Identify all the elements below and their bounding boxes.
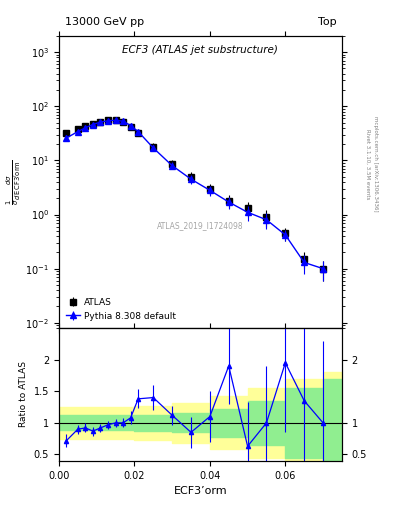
Text: ECF3 (ATLAS jet substructure): ECF3 (ATLAS jet substructure)	[123, 45, 278, 55]
Text: mcplots.cern.ch [arXiv:1306.3436]: mcplots.cern.ch [arXiv:1306.3436]	[373, 116, 378, 211]
Legend: ATLAS, Pythia 8.308 default: ATLAS, Pythia 8.308 default	[63, 295, 179, 324]
Text: Top: Top	[318, 17, 336, 27]
Y-axis label: $\frac{1}{\sigma}\frac{d\sigma}{d\,\mathrm{ECF3'orm}}$: $\frac{1}{\sigma}\frac{d\sigma}{d\,\math…	[4, 159, 23, 205]
Y-axis label: Ratio to ATLAS: Ratio to ATLAS	[19, 361, 28, 428]
Text: ATLAS_2019_I1724098: ATLAS_2019_I1724098	[157, 221, 244, 230]
Text: 13000 GeV pp: 13000 GeV pp	[64, 17, 144, 27]
Text: Rivet 3.1.10, 3.5M events: Rivet 3.1.10, 3.5M events	[365, 129, 370, 199]
X-axis label: ECF3’orm: ECF3’orm	[174, 486, 227, 496]
